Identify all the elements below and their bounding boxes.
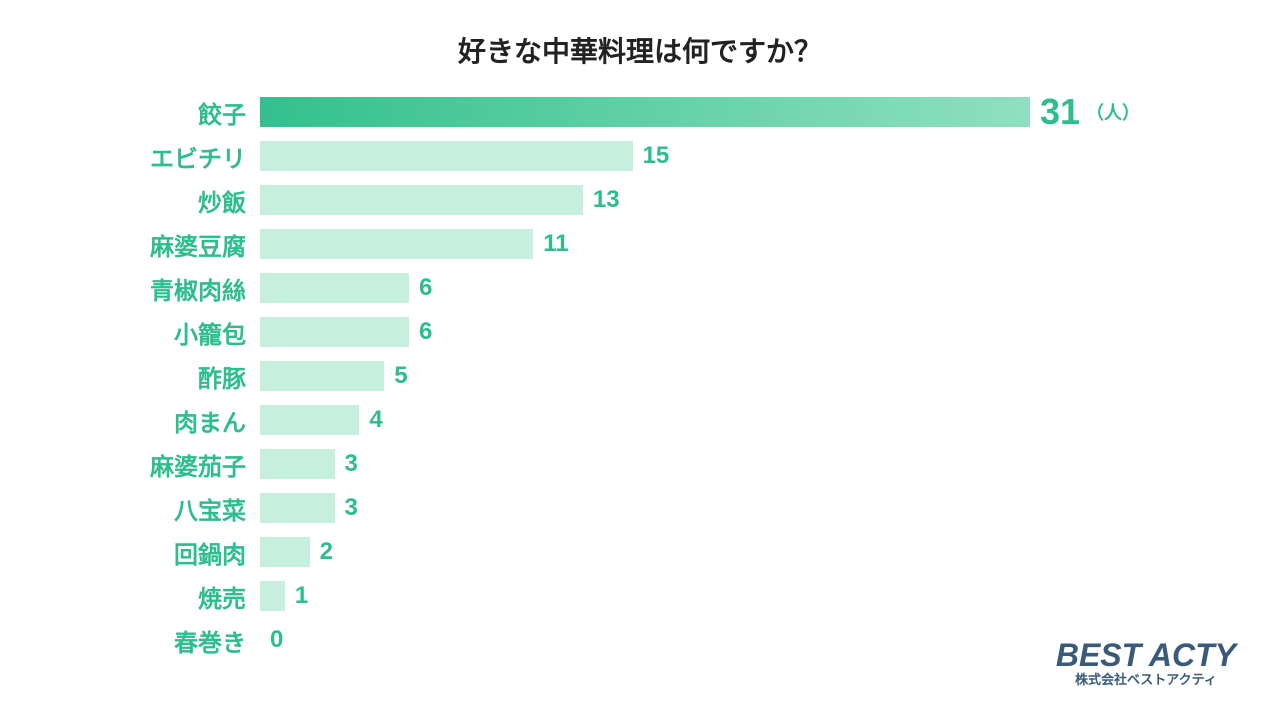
bar-area: 0 [260, 618, 1150, 662]
chart-row: 回鍋肉 2 [130, 530, 1150, 574]
bar-area: 6 [260, 310, 1150, 354]
chart-row: 焼売 1 [130, 574, 1150, 618]
bar-area: 31（人） [260, 90, 1150, 134]
bar [260, 97, 1030, 127]
value-label: 11 [543, 230, 568, 258]
chart-row: 八宝菜 3 [130, 486, 1150, 530]
value-label: 15 [643, 142, 670, 170]
value-label: 3 [345, 494, 358, 522]
bar [260, 493, 335, 523]
category-label: 炒飯 [130, 183, 260, 218]
chart-row: 肉まん 4 [130, 398, 1150, 442]
bar-area: 3 [260, 442, 1150, 486]
value-label: 6 [419, 318, 432, 346]
bar-area: 15 [260, 134, 1150, 178]
bar [260, 405, 359, 435]
company-logo: BEST ACTY 株式会社ベストアクティ [1056, 639, 1236, 686]
chart-title: 好きな中華料理は何ですか？ [0, 0, 1280, 70]
chart-row: 春巻き 0 [130, 618, 1150, 662]
bar [260, 317, 409, 347]
category-label: 春巻き [130, 623, 260, 658]
category-label: 八宝菜 [130, 491, 260, 526]
value-label: 2 [320, 538, 333, 566]
bar [260, 449, 335, 479]
chart-row: 炒飯 13 [130, 178, 1150, 222]
bar-area: 1 [260, 574, 1150, 618]
value-label: 4 [369, 406, 382, 434]
value-label: 5 [394, 362, 407, 390]
bar [260, 361, 384, 391]
bar-area: 2 [260, 530, 1150, 574]
bar-chart: 餃子31（人）エビチリ15炒飯13麻婆豆腐11青椒肉絲6小籠包6酢豚5肉まん4麻… [130, 90, 1150, 662]
logo-sub-text: 株式会社ベストアクティ [1056, 673, 1236, 686]
chart-row: 麻婆茄子 3 [130, 442, 1150, 486]
chart-row: 青椒肉絲 6 [130, 266, 1150, 310]
bar [260, 185, 583, 215]
value-label: 0 [270, 626, 283, 654]
value-label: 31 [1040, 91, 1080, 133]
bar [260, 141, 633, 171]
category-label: 麻婆茄子 [130, 447, 260, 482]
bar-area: 4 [260, 398, 1150, 442]
category-label: 焼売 [130, 579, 260, 614]
category-label: エビチリ [130, 139, 260, 174]
bar [260, 273, 409, 303]
bar [260, 581, 285, 611]
bar [260, 537, 310, 567]
chart-row: エビチリ 15 [130, 134, 1150, 178]
chart-row: 酢豚 5 [130, 354, 1150, 398]
value-label: 3 [345, 450, 358, 478]
bar-area: 5 [260, 354, 1150, 398]
chart-row: 麻婆豆腐 11 [130, 222, 1150, 266]
bar [260, 229, 533, 259]
value-label: 1 [295, 582, 308, 610]
unit-label: （人） [1086, 99, 1140, 125]
category-label: 小籠包 [130, 315, 260, 350]
category-label: 肉まん [130, 403, 260, 438]
category-label: 餃子 [130, 95, 260, 130]
category-label: 回鍋肉 [130, 535, 260, 570]
chart-row: 餃子31（人） [130, 90, 1150, 134]
bar-area: 11 [260, 222, 1150, 266]
category-label: 酢豚 [130, 359, 260, 394]
bar-area: 13 [260, 178, 1150, 222]
bar-area: 6 [260, 266, 1150, 310]
logo-main-text: BEST ACTY [1056, 639, 1236, 671]
value-label: 13 [593, 186, 620, 214]
value-label: 6 [419, 274, 432, 302]
chart-row: 小籠包 6 [130, 310, 1150, 354]
category-label: 麻婆豆腐 [130, 227, 260, 262]
bar-area: 3 [260, 486, 1150, 530]
category-label: 青椒肉絲 [130, 271, 260, 306]
